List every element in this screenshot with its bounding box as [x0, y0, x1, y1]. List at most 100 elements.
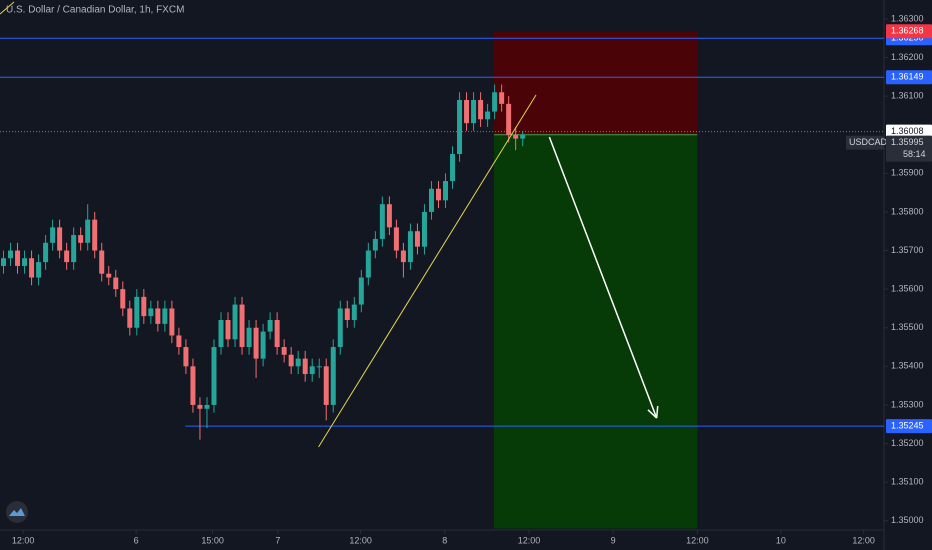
- x-tick-label: 8: [442, 535, 447, 545]
- candle-body: [169, 308, 175, 336]
- y-tick-label: 1.35900: [891, 168, 924, 178]
- candle-body: [246, 327, 252, 348]
- candle-body: [239, 304, 245, 348]
- candle-body: [457, 99, 463, 155]
- candle-body: [358, 277, 364, 305]
- y-tick-label: 1.35100: [891, 477, 924, 487]
- x-tick-label: 15:00: [201, 535, 224, 545]
- candle-body: [218, 320, 224, 348]
- y-tick-label: 1.35700: [891, 245, 924, 255]
- candle-body: [106, 273, 112, 278]
- logo-icon[interactable]: [9, 508, 25, 516]
- candle-body: [323, 366, 329, 405]
- x-tick-label: 9: [611, 535, 616, 545]
- candle-body: [204, 404, 210, 409]
- candle-body: [85, 219, 91, 243]
- y-tick-label: 1.36100: [891, 90, 924, 100]
- chart-title: U.S. Dollar / Canadian Dollar, 1h, FXCM: [6, 5, 184, 16]
- candle-body: [43, 242, 49, 263]
- y-tick-label: 1.35400: [891, 361, 924, 371]
- candle-body: [499, 92, 505, 104]
- candle-body: [99, 250, 105, 274]
- target-zone: [493, 134, 698, 529]
- candle-body: [127, 308, 133, 328]
- candle-body: [414, 231, 420, 247]
- logo[interactable]: [6, 501, 28, 523]
- arrow: [548, 136, 658, 419]
- plot-area: [0, 31, 884, 529]
- candle-body: [15, 250, 21, 266]
- symbol-label: USDCAD: [849, 137, 888, 147]
- candle-body: [134, 296, 140, 328]
- logo-circle[interactable]: [6, 501, 28, 523]
- x-tick-label: 12:00: [686, 535, 709, 545]
- candle-body: [450, 154, 456, 182]
- y-tick-label: 1.35500: [891, 322, 924, 332]
- x-tick-label: 12:00: [349, 535, 372, 545]
- candle-body: [400, 250, 406, 263]
- candle-body: [471, 99, 477, 124]
- candle-body: [372, 238, 378, 251]
- candle-body: [274, 320, 280, 348]
- candle-body: [22, 258, 28, 266]
- candle-body: [344, 308, 350, 321]
- y-tick-label: 1.35800: [891, 206, 924, 216]
- candle-body: [295, 358, 301, 367]
- y-tick-label: 1.35000: [891, 515, 924, 525]
- candle-body: [288, 354, 294, 367]
- candle-body: [260, 331, 266, 359]
- marker-badge-label: 1.36008: [891, 126, 924, 136]
- price-badge-label: 1.36149: [891, 72, 924, 82]
- price-badges: 1.362501.361491.352451.362681.36008USDCA…: [846, 24, 932, 434]
- candle-body: [190, 366, 196, 405]
- candle-body: [211, 347, 217, 405]
- candle-body: [421, 211, 427, 247]
- trendline: [318, 94, 537, 448]
- candle-body: [443, 181, 449, 201]
- y-tick-label: 1.35200: [891, 438, 924, 448]
- candle-body: [267, 320, 273, 332]
- candle-body: [155, 308, 161, 324]
- candle-body: [225, 320, 231, 340]
- candle-body: [520, 134, 526, 139]
- x-tick-label: 6: [134, 535, 139, 545]
- candle-body: [113, 277, 119, 290]
- candle-body: [50, 227, 56, 243]
- candle-body: [197, 404, 203, 409]
- candle-body: [513, 134, 519, 139]
- last-price-label: 1.35995: [891, 137, 924, 147]
- candle-body: [492, 92, 498, 112]
- stop-badge-label: 1.36268: [891, 26, 924, 36]
- y-tick-label: 1.35600: [891, 284, 924, 294]
- candle-body: [309, 366, 315, 375]
- x-tick-label: 12:00: [12, 535, 35, 545]
- candle-body: [435, 188, 441, 201]
- symbol-badge: [846, 135, 884, 150]
- x-tick-label: 12:00: [852, 535, 875, 545]
- candle-body: [232, 304, 238, 340]
- countdown-label: 58:14: [903, 149, 926, 159]
- candle-body: [162, 308, 168, 324]
- candle-body: [141, 296, 147, 317]
- candle-body: [330, 347, 336, 405]
- price-badge: [886, 70, 932, 85]
- stop-zone: [493, 31, 698, 135]
- candle-body: [281, 347, 287, 355]
- candle-body: [337, 308, 343, 348]
- x-tick-label: 12:00: [518, 535, 541, 545]
- marker-badge: [886, 124, 932, 139]
- candle-body: [379, 204, 385, 239]
- candle-body: [485, 111, 491, 120]
- candle-body: [92, 219, 98, 251]
- candle-body: [393, 227, 399, 251]
- price-badge-label: 1.35245: [891, 421, 924, 431]
- candle-body: [29, 258, 35, 278]
- candle-body: [176, 335, 182, 348]
- drawing-fragment: [0, 1, 15, 15]
- candle-body: [36, 262, 42, 278]
- x-tick-label: 7: [275, 535, 280, 545]
- arrow-head: [655, 406, 659, 419]
- y-tick-label: 1.36300: [891, 13, 924, 23]
- candle-body: [71, 235, 77, 263]
